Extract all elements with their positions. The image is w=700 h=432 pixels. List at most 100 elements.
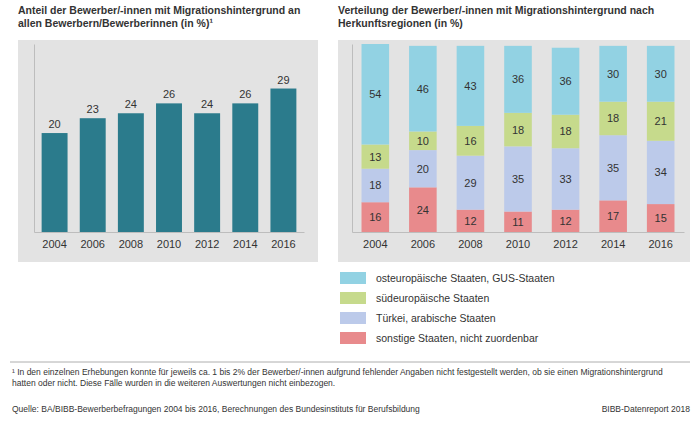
bar-segment [599, 200, 627, 232]
tick: 2004 [42, 232, 66, 250]
canvas: Anteil der Bewerber/-innen mit Migration… [0, 0, 700, 432]
tick: 2014 [601, 232, 625, 250]
bar-segment [504, 146, 532, 211]
tick: 2008 [119, 232, 143, 250]
bar [42, 133, 68, 232]
bar [270, 89, 296, 232]
legend-label: osteuropäische Staaten, GUS-Staaten [376, 272, 555, 284]
data-label: 33 [559, 173, 571, 185]
data-label: 16 [369, 211, 381, 223]
axis [352, 45, 353, 233]
bar-segment [647, 204, 675, 232]
data-label: 26 [163, 88, 175, 100]
tick: 2016 [648, 232, 672, 250]
axis-line [34, 45, 35, 233]
data-label: 18 [559, 125, 571, 137]
bar [156, 103, 182, 232]
bar-segment [457, 46, 485, 126]
data-label: 29 [277, 74, 289, 86]
axis: 2004 2006 2008 2010 2012 2014 2016 [35, 232, 305, 250]
bar [80, 118, 106, 232]
legend-swatch [340, 292, 366, 304]
bar-segment [599, 102, 627, 136]
tick-label: 2016 [271, 238, 295, 250]
bar [194, 113, 220, 232]
tick-label: 2014 [233, 238, 257, 250]
bar-segment [647, 141, 675, 204]
tick-label: 2004 [42, 238, 66, 250]
data-label: 12 [464, 215, 476, 227]
bar [118, 113, 144, 232]
data-label: 23 [87, 103, 99, 115]
chart-title: Anteil der Bewerber/-innen mit Migration… [18, 4, 300, 29]
data-label: 17 [607, 210, 619, 222]
tick-label: 2010 [157, 238, 181, 250]
data-label: 18 [369, 179, 381, 191]
bar-segment [457, 156, 485, 210]
data-label: 21 [655, 115, 667, 127]
data-label: 54 [369, 88, 381, 100]
tick: 2004 [363, 232, 387, 250]
tick-label: 2016 [648, 238, 672, 250]
bar-segment [457, 210, 485, 232]
data-label: 10 [417, 135, 429, 147]
bar-segment [599, 135, 627, 200]
bar-segment [362, 202, 390, 232]
bar-segment [362, 44, 390, 145]
text-line: allen Bewerbern/Bewerberinnen (in %)¹ [18, 17, 213, 29]
bar-segment [362, 169, 390, 203]
data-label: 18 [607, 112, 619, 124]
legend-swatch [340, 312, 366, 324]
axis: 2004200620082010201220142016 [353, 232, 685, 250]
tick-label: 2006 [80, 238, 104, 250]
bar-segment [599, 46, 627, 102]
legend-swatch [340, 272, 366, 284]
axis-line [353, 232, 685, 233]
data-label: 24 [201, 98, 213, 110]
bar-segment [552, 48, 580, 115]
legend-label: Türkei, arabische Staaten [376, 312, 496, 324]
footnote: ¹ In den einzelnen Erhebungen konnte für… [12, 367, 663, 388]
text-line: ¹ In den einzelnen Erhebungen konnte für… [12, 367, 663, 377]
data-label: 24 [125, 98, 137, 110]
axis-line [352, 45, 353, 233]
data-label: 24 [417, 204, 429, 216]
data-label: 16 [464, 135, 476, 147]
axis [34, 45, 35, 233]
bar [232, 103, 258, 232]
tick: 2006 [80, 232, 104, 250]
tick-label: 2012 [195, 238, 219, 250]
bars [42, 89, 297, 232]
chart-title: Verteilung der Bewerber/-innen mit Migra… [338, 4, 654, 29]
tick-label: 2008 [458, 238, 482, 250]
data-label: 34 [655, 166, 667, 178]
data-label: 20 [417, 163, 429, 175]
credit: BIBB-Datenreport 2018 [602, 404, 691, 414]
text-line: Verteilung der Bewerber/-innen mit Migra… [338, 4, 654, 16]
bar-segment [409, 150, 437, 187]
data-label: 12 [559, 215, 571, 227]
bar-segment [362, 145, 390, 169]
tick: 2016 [271, 232, 295, 250]
panel-background [18, 40, 318, 262]
bar-segment [504, 46, 532, 113]
tick-label: 2008 [119, 238, 143, 250]
data-label: 18 [512, 124, 524, 136]
data-label: 43 [464, 80, 476, 92]
data-label: 29 [464, 177, 476, 189]
legend: osteuropäische Staaten, GUS-Staatensüdeu… [340, 272, 555, 344]
bar-segment [504, 212, 532, 232]
tick: 2014 [233, 232, 257, 250]
tick-label: 2012 [553, 238, 577, 250]
tick: 2008 [458, 232, 482, 250]
bar-segment [552, 148, 580, 209]
data-labels: 20232426242629 [48, 74, 289, 131]
data-label: 36 [559, 75, 571, 87]
bar-segment [409, 46, 437, 132]
axis-line [35, 232, 305, 233]
bar-segment [457, 126, 485, 156]
data-label: 35 [607, 162, 619, 174]
tick-label: 2006 [411, 238, 435, 250]
tick: 2006 [411, 232, 435, 250]
panel-background [338, 40, 690, 262]
